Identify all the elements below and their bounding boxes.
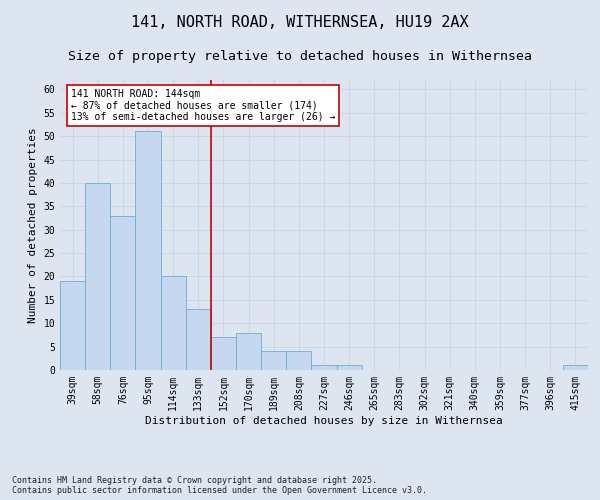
Bar — [110, 216, 136, 370]
Bar — [85, 183, 110, 370]
Bar — [261, 352, 286, 370]
Text: 141, NORTH ROAD, WITHERNSEA, HU19 2AX: 141, NORTH ROAD, WITHERNSEA, HU19 2AX — [131, 15, 469, 30]
Bar — [60, 281, 85, 370]
Bar — [286, 352, 311, 370]
Bar — [161, 276, 186, 370]
Text: 141 NORTH ROAD: 144sqm
← 87% of detached houses are smaller (174)
13% of semi-de: 141 NORTH ROAD: 144sqm ← 87% of detached… — [71, 88, 335, 122]
Bar — [211, 338, 236, 370]
Bar — [337, 366, 362, 370]
Y-axis label: Number of detached properties: Number of detached properties — [28, 127, 38, 323]
Bar — [136, 132, 161, 370]
Text: Contains HM Land Registry data © Crown copyright and database right 2025.
Contai: Contains HM Land Registry data © Crown c… — [12, 476, 427, 495]
Text: Size of property relative to detached houses in Withernsea: Size of property relative to detached ho… — [68, 50, 532, 63]
Bar — [563, 366, 588, 370]
Bar — [186, 309, 211, 370]
Bar — [311, 366, 337, 370]
Bar — [236, 332, 261, 370]
X-axis label: Distribution of detached houses by size in Withernsea: Distribution of detached houses by size … — [145, 416, 503, 426]
